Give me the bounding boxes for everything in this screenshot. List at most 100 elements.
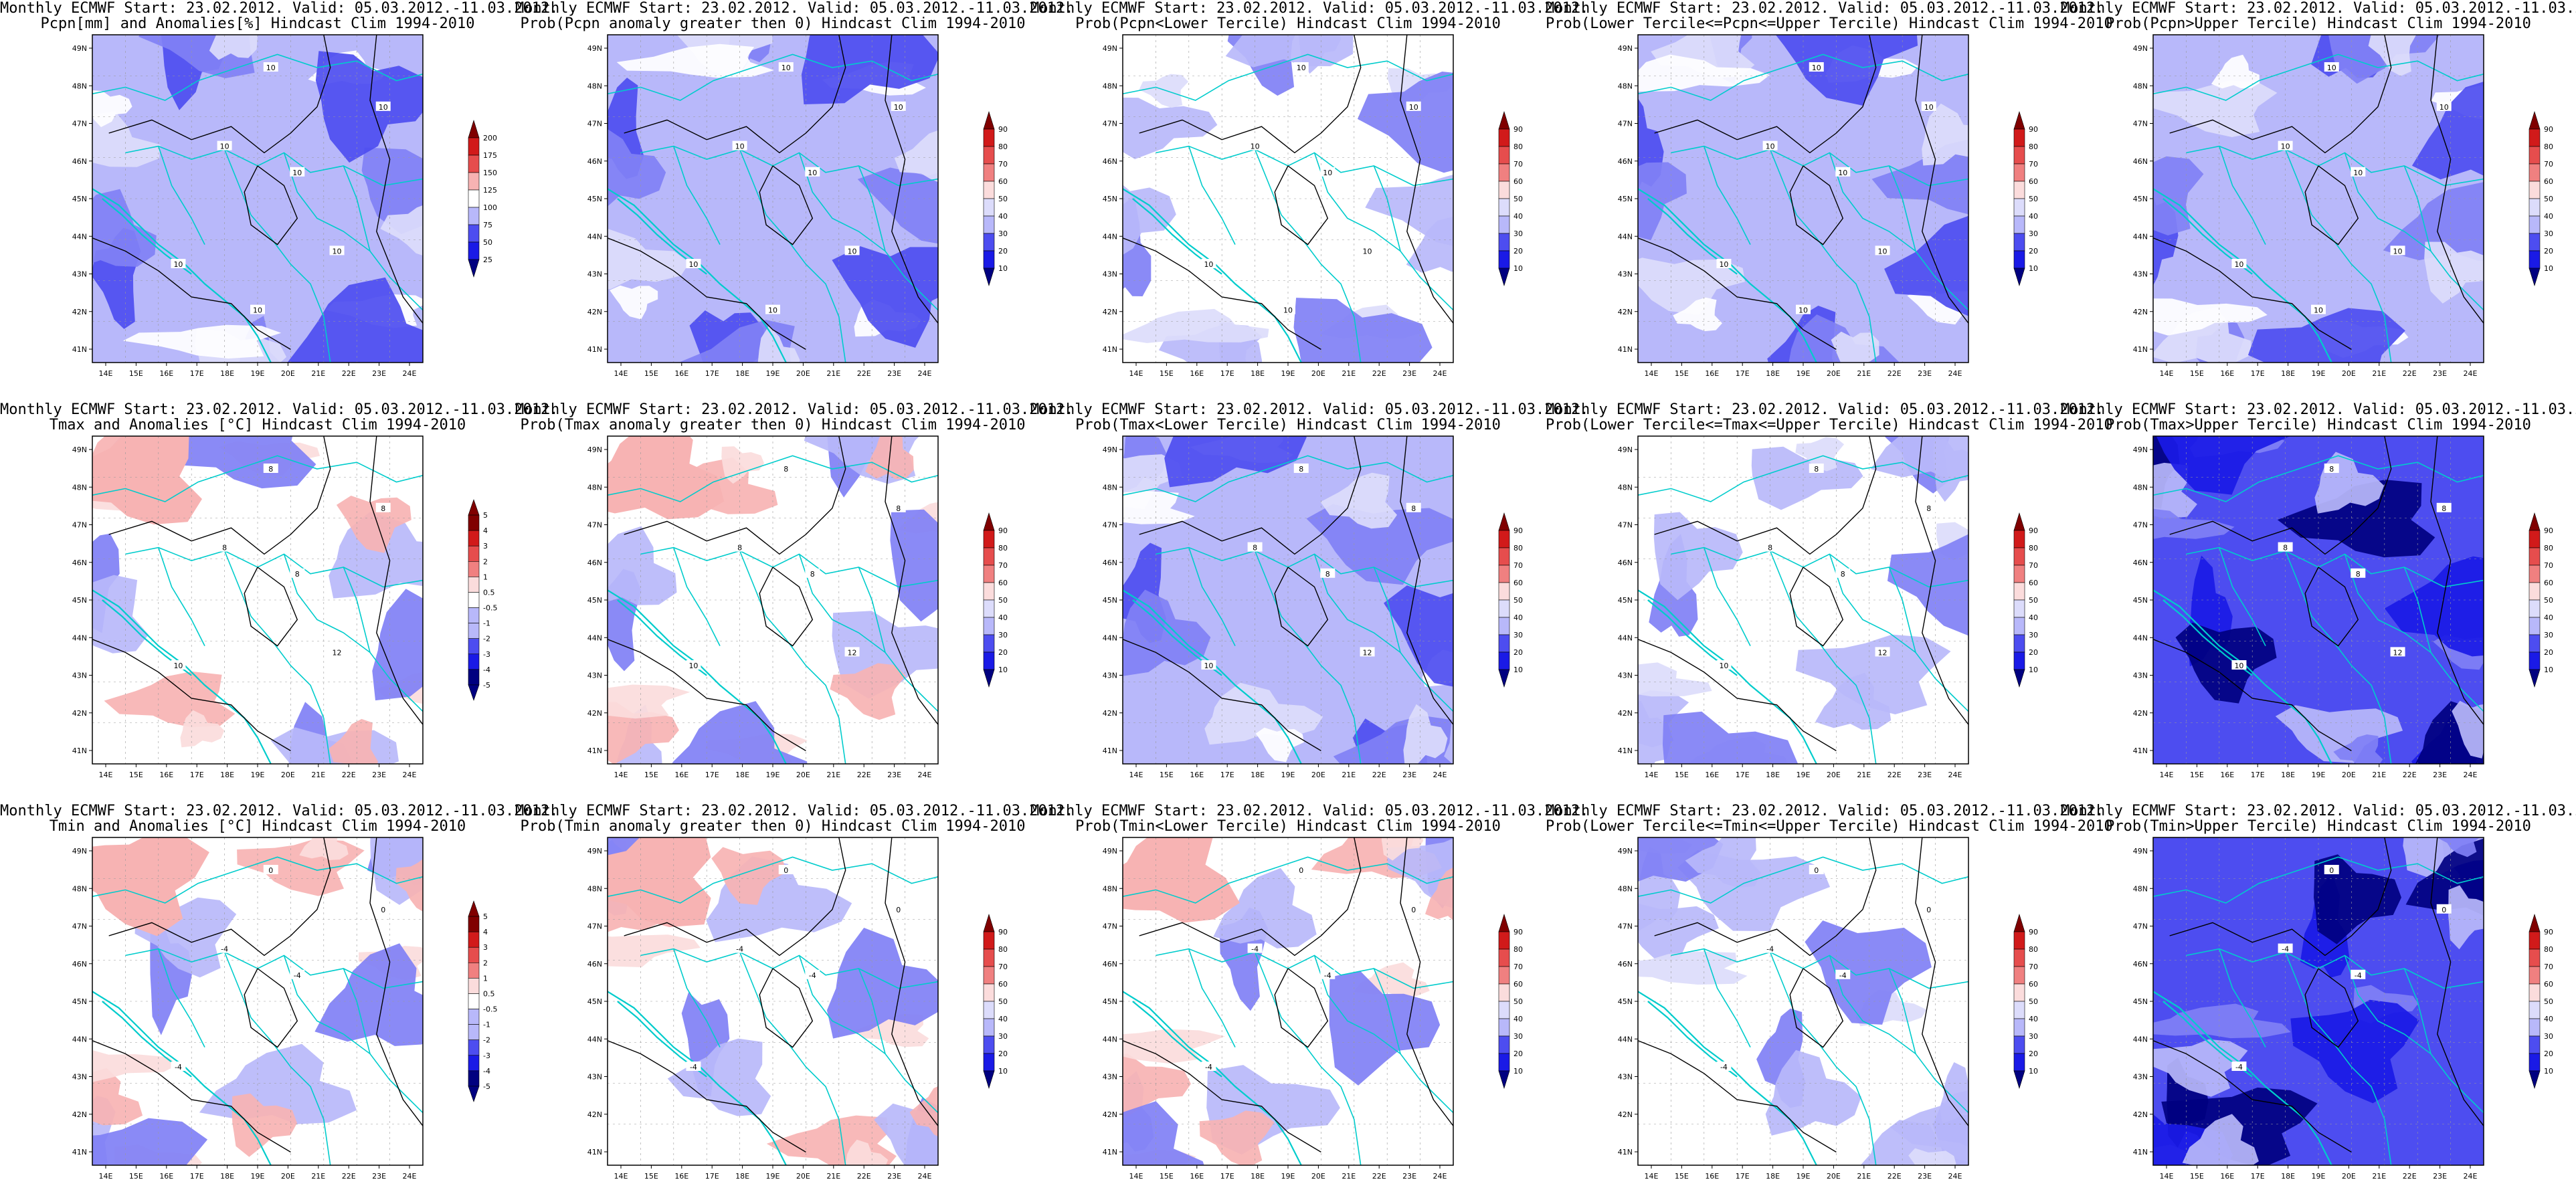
- legend-label: 20: [2029, 247, 2038, 256]
- coastline: [1638, 589, 1817, 764]
- coastline: [608, 991, 787, 1165]
- legend-label: 80: [998, 945, 1008, 954]
- country-border: [640, 145, 938, 187]
- legend-swatch: [2528, 931, 2541, 950]
- lat-tick-label: 43N: [587, 270, 602, 279]
- lat-tick-label: 46N: [587, 960, 602, 969]
- contour-label: 10: [688, 260, 698, 269]
- lat-tick-label: 44N: [2133, 633, 2148, 642]
- lon-tick-label: 18E: [735, 771, 749, 779]
- lon-tick-label: 21E: [2372, 369, 2386, 378]
- country-border: [283, 955, 423, 1114]
- lat-tick-label: 47N: [72, 922, 87, 931]
- legend-swatch: [1498, 948, 1510, 967]
- panel-title-line2: Prob(Pcpn>Upper Tercile) Hindcast Clim 1…: [2106, 15, 2531, 32]
- map-area: 10 10 10 10 10 10 10: [1638, 35, 1968, 363]
- legend-swatch: [2528, 146, 2541, 165]
- legend-swatch: [2013, 1053, 2025, 1072]
- shaded-region: [1425, 867, 1453, 921]
- shaded-region: [2437, 837, 2480, 858]
- legend-label: 60: [1513, 177, 1523, 186]
- legend-label: 90: [2029, 526, 2038, 535]
- lat-tick-label: 48N: [587, 884, 602, 893]
- lat-tick-label: 47N: [1103, 521, 1117, 530]
- lon-tick-label: 20E: [1311, 771, 1325, 779]
- coastline: [92, 991, 272, 1165]
- contour-line: [369, 35, 423, 324]
- lat-tick-label: 43N: [1618, 672, 1633, 680]
- panel-title-line2: Prob(Lower Tercile<=Tmin<=Upper Tercile)…: [1546, 818, 2113, 835]
- map-svg: 0 0 -4 -4 -4 14E 15E 16E 17E 18E 19E 20E 21E 22E 23E 24…: [1103, 837, 1523, 1181]
- country-border: [673, 547, 721, 646]
- lat-tick-label: 45N: [2133, 997, 2148, 1006]
- legend-swatch: [2528, 547, 2541, 566]
- legend-arrow-bottom: [2013, 1070, 2025, 1090]
- lon-tick-label: 21E: [1857, 1172, 1871, 1181]
- lon-tick-label: 21E: [2372, 771, 2386, 779]
- contour-label-box: [1320, 167, 1336, 177]
- map-area: 10 10 10 10 10 10 10: [1123, 35, 1453, 363]
- lon-tick-label: 19E: [1281, 369, 1295, 378]
- lat-tick-label: 43N: [1103, 672, 1117, 680]
- legend-arrow-top: [983, 913, 995, 932]
- contour-label-box: [2231, 660, 2247, 670]
- country-border: [223, 952, 331, 1165]
- shaded-region: [1384, 585, 1453, 687]
- legend-arrow-bottom: [1498, 268, 1510, 287]
- panel-title-line1: Monthly ECMWF Start: 23.02.2012. Valid: …: [515, 803, 1074, 819]
- lon-tick-label: 14E: [614, 1172, 628, 1181]
- lon-tick-label: 22E: [1888, 1172, 1902, 1181]
- shaded-region: [844, 1139, 889, 1165]
- contour-label: 10: [1283, 306, 1293, 315]
- contour-label-box: [1247, 542, 1263, 552]
- legend-label: 70: [1513, 561, 1523, 570]
- country-border: [1769, 149, 1877, 363]
- legend-label: 50: [483, 238, 492, 247]
- legend-arrow-bottom: [1498, 1070, 1510, 1090]
- contour-label-box: [1921, 904, 1936, 914]
- contour-line: [2169, 436, 2392, 555]
- lat-tick-label: 44N: [1618, 633, 1633, 642]
- lon-tick-label: 18E: [1766, 369, 1780, 378]
- legend-arrow-top: [1498, 913, 1510, 932]
- lat-tick-label: 49N: [587, 847, 602, 856]
- country-border: [1769, 952, 1877, 1165]
- legend-label: 60: [1513, 980, 1523, 989]
- contour-label: 8: [2442, 504, 2446, 513]
- legend-swatch: [2013, 250, 2025, 269]
- country-border: [858, 567, 886, 653]
- lat-tick-label: 46N: [72, 559, 87, 567]
- panel-title-line2: Prob(Pcpn<Lower Tercile) Hindcast Clim 1…: [1075, 15, 1501, 32]
- shaded-region: [801, 35, 938, 104]
- lon-tick-label: 17E: [190, 771, 204, 779]
- legend-arrow-bottom: [983, 268, 995, 287]
- contour-label: 10: [1838, 169, 1847, 177]
- legend-swatch: [468, 514, 480, 531]
- lat-tick-label: 46N: [1618, 559, 1633, 567]
- legend-swatch: [1498, 582, 1510, 601]
- shaded-region: [2153, 1039, 2248, 1097]
- contour-label: 10: [2393, 247, 2403, 256]
- legend-label: 70: [2029, 160, 2038, 169]
- shaded-region: [315, 51, 423, 163]
- contour-label: 10: [173, 662, 183, 670]
- lat-tick-label: 43N: [72, 270, 87, 279]
- legend-label: 40: [1513, 613, 1523, 622]
- contour-label: -4: [736, 945, 743, 954]
- lat-tick-label: 44N: [72, 232, 87, 241]
- contour-label: 8: [1841, 570, 1845, 579]
- lat-tick-label: 48N: [2133, 82, 2148, 90]
- panel-title-line1: Monthly ECMWF Start: 23.02.2012. Valid: …: [2061, 0, 2576, 17]
- legend-swatch: [468, 1070, 480, 1087]
- panel-title-line1: Monthly ECMWF Start: 23.02.2012. Valid: …: [515, 401, 1074, 418]
- shaded-region: [1908, 1148, 1956, 1165]
- contour-label-box: [844, 245, 860, 256]
- map-svg: 8 8 8 8 10 12 14E 15E 16E 17E 18E 19E 20E 21E 22E 23E 24…: [1103, 435, 1523, 779]
- legend-swatch: [1498, 617, 1510, 635]
- legend-label: -2: [483, 635, 490, 643]
- lon-tick-label: 19E: [2312, 771, 2326, 779]
- shaded-region: [395, 859, 423, 912]
- legend-arrow-top: [2013, 110, 2025, 130]
- contour-label-box: [2278, 140, 2293, 150]
- shaded-region: [1775, 35, 1918, 106]
